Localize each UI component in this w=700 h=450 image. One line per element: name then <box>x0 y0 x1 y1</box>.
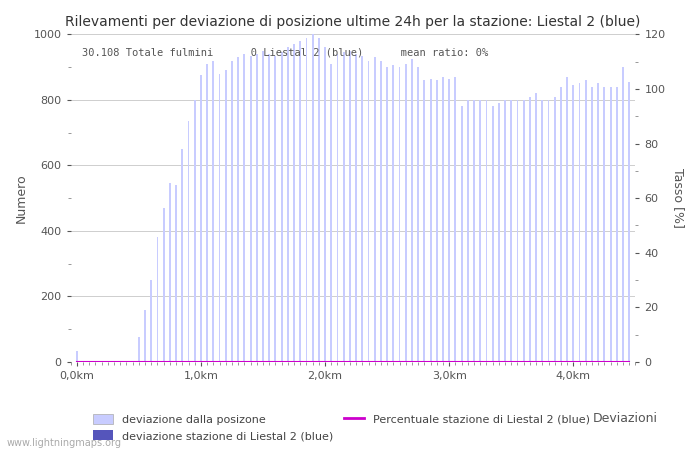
Bar <box>591 87 593 362</box>
Bar <box>573 85 574 362</box>
Bar <box>274 56 277 362</box>
Bar <box>212 61 214 362</box>
Bar <box>262 51 264 362</box>
Bar <box>454 77 456 362</box>
Bar <box>417 67 419 362</box>
Bar <box>442 77 444 362</box>
Bar <box>411 59 413 362</box>
Bar <box>281 52 283 362</box>
Bar <box>138 338 140 362</box>
Bar <box>584 80 587 362</box>
Bar <box>504 100 506 362</box>
Bar <box>349 51 351 362</box>
Bar <box>101 361 102 362</box>
Bar <box>610 87 612 362</box>
Bar <box>188 121 190 362</box>
Bar <box>536 93 537 362</box>
Bar <box>473 100 475 362</box>
Text: 30.108 Totale fulmini      0 Liestal 2 (blue)      mean ratio: 0%: 30.108 Totale fulmini 0 Liestal 2 (blue)… <box>82 47 488 58</box>
Bar <box>324 47 326 362</box>
Bar <box>523 100 524 362</box>
Bar <box>113 361 115 362</box>
Bar <box>94 361 97 362</box>
Bar <box>330 64 332 362</box>
Bar <box>268 54 270 362</box>
Bar <box>163 208 164 362</box>
Bar <box>225 70 227 362</box>
Bar <box>200 75 202 362</box>
Bar <box>517 100 519 362</box>
Bar <box>194 100 196 362</box>
Bar <box>76 351 78 362</box>
Bar <box>486 100 487 362</box>
Text: www.lightningmaps.org: www.lightningmaps.org <box>7 438 122 448</box>
Legend: deviazione dalla posizone, deviazione stazione di Liestal 2 (blue), Percentuale : deviazione dalla posizone, deviazione st… <box>90 411 594 445</box>
Bar <box>629 82 630 362</box>
Bar <box>554 97 556 362</box>
Bar <box>132 361 134 362</box>
Bar <box>82 361 84 362</box>
Bar <box>169 184 171 362</box>
Bar <box>157 238 158 362</box>
Bar <box>337 54 338 362</box>
Bar <box>237 57 239 362</box>
Bar <box>498 103 500 362</box>
Bar <box>287 47 289 362</box>
Bar <box>150 280 152 362</box>
Bar <box>386 67 388 362</box>
Bar <box>603 87 606 362</box>
Bar <box>510 100 512 362</box>
Bar <box>250 56 251 362</box>
Bar <box>218 74 220 362</box>
Bar <box>206 64 208 362</box>
Bar <box>305 38 307 362</box>
Bar <box>300 41 301 362</box>
Y-axis label: Tasso [%]: Tasso [%] <box>672 168 685 228</box>
Bar <box>181 149 183 362</box>
Bar <box>88 361 90 362</box>
Bar <box>461 106 463 362</box>
Bar <box>424 80 426 362</box>
Bar <box>244 54 245 362</box>
Bar <box>355 54 357 362</box>
Bar <box>597 84 599 362</box>
Text: Deviazioni: Deviazioni <box>593 412 658 425</box>
Bar <box>107 361 108 362</box>
Bar <box>529 97 531 362</box>
Bar <box>467 100 469 362</box>
Bar <box>343 52 344 362</box>
Bar <box>125 361 127 362</box>
Bar <box>541 100 543 362</box>
Bar <box>119 361 121 362</box>
Bar <box>560 87 562 362</box>
Bar <box>405 64 407 362</box>
Y-axis label: Numero: Numero <box>15 173 28 223</box>
Bar <box>393 65 394 362</box>
Bar <box>616 87 617 362</box>
Bar <box>491 106 494 362</box>
Bar <box>448 79 450 362</box>
Bar <box>480 100 481 362</box>
Bar <box>430 79 431 362</box>
Title: Rilevamenti per deviazione di posizione ultime 24h per la stazione: Liestal 2 (b: Rilevamenti per deviazione di posizione … <box>65 15 641 29</box>
Bar <box>312 34 314 362</box>
Bar <box>622 67 624 362</box>
Bar <box>398 67 400 362</box>
Bar <box>175 185 177 362</box>
Bar <box>566 77 568 362</box>
Bar <box>361 56 363 362</box>
Bar <box>318 38 320 362</box>
Bar <box>380 61 382 362</box>
Bar <box>144 310 146 362</box>
Bar <box>256 54 258 362</box>
Bar <box>293 44 295 362</box>
Bar <box>368 61 370 362</box>
Bar <box>547 100 550 362</box>
Bar <box>579 84 580 362</box>
Bar <box>436 80 438 362</box>
Bar <box>231 61 233 362</box>
Bar <box>374 57 376 362</box>
